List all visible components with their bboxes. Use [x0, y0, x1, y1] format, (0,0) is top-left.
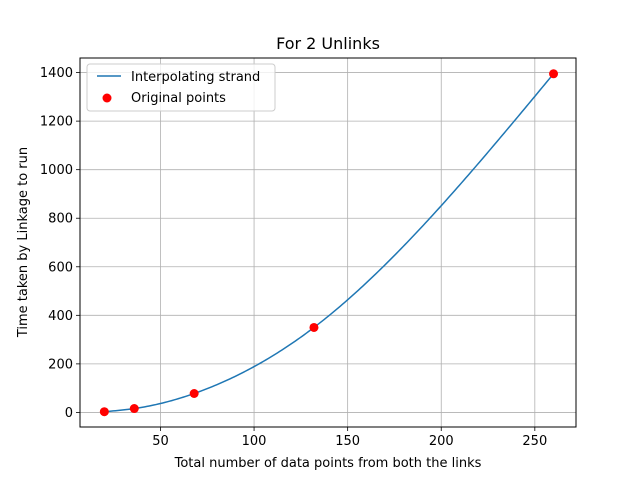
- y-tick-label: 400: [48, 309, 73, 324]
- legend-box: [86, 63, 276, 112]
- series-layer: [99, 69, 559, 417]
- data-point: [189, 388, 199, 398]
- series-line-interpolating-strand: [104, 73, 555, 413]
- x-axis-label: Total number of data points from both th…: [174, 456, 482, 471]
- y-tick-label: 200: [48, 357, 73, 372]
- grid: [80, 58, 576, 427]
- y-tick-label: 800: [48, 212, 73, 227]
- legend-label-interpolating-strand: Interpolating strand: [131, 70, 260, 85]
- y-tick-label: 1400: [40, 66, 73, 81]
- x-tick-label: 150: [335, 434, 360, 449]
- x-tick-label: 100: [242, 434, 267, 449]
- data-point: [129, 404, 139, 414]
- y-axis-label: Time taken by Linkage to run: [16, 147, 31, 338]
- y-tick-label: 0: [65, 406, 73, 421]
- plot-frame: [79, 57, 577, 428]
- x-tick-label: 50: [152, 434, 169, 449]
- x-tick-label: 200: [429, 434, 454, 449]
- legend-label-original-points: Original points: [131, 91, 226, 106]
- y-tick-label: 600: [48, 260, 73, 275]
- data-point: [549, 69, 559, 79]
- legend-dot-swatch: [102, 93, 112, 103]
- axes: 50 100 150 200 250 0 200 400 600 800 1000 1200 1400: [40, 66, 547, 449]
- y-tick-label: 1000: [40, 163, 73, 178]
- chart-title: For 2 Unlinks: [276, 34, 380, 53]
- x-tick-label: 250: [522, 434, 547, 449]
- legend: Interpolating strand Original points: [86, 63, 276, 112]
- data-point: [309, 322, 319, 332]
- y-tick-label: 1200: [40, 115, 73, 130]
- data-point: [99, 407, 109, 417]
